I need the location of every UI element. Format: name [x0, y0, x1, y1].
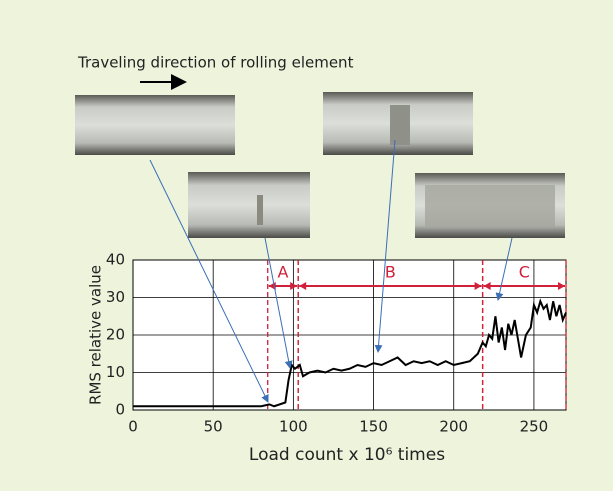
region-label: A [277, 263, 288, 282]
region-label-bg [274, 263, 291, 281]
y-tick-label: 0 [115, 401, 125, 419]
y-tick-label: 20 [106, 326, 125, 344]
region-label-bg [516, 263, 533, 281]
pointer-arrow [495, 237, 513, 301]
y-tick-label: 40 [106, 251, 125, 269]
region-label: C [519, 263, 530, 282]
photo [188, 172, 310, 238]
y-tick-label: 30 [106, 288, 125, 306]
annotation: Traveling direction of rolling element [77, 54, 354, 72]
x-axis-label: Load count x 10⁶ times [249, 445, 445, 465]
damage-mark [425, 185, 555, 227]
x-tick-label: 50 [204, 418, 223, 436]
damage-mark [257, 195, 263, 225]
x-tick-label: 100 [279, 418, 308, 436]
y-axis-label: RMS relative value [87, 265, 105, 405]
x-tick-label: 0 [128, 418, 138, 436]
x-tick-label: 150 [359, 418, 388, 436]
pointer-arrow [264, 237, 293, 369]
x-tick-label: 250 [520, 418, 549, 436]
data-line [133, 298, 567, 408]
y-tick-label: 10 [106, 363, 125, 381]
pointer-arrow [149, 159, 269, 403]
pointer-arrow [374, 139, 396, 353]
region-label-bg [382, 263, 399, 281]
photo [75, 95, 235, 155]
x-tick-label: 200 [439, 418, 468, 436]
damage-mark [390, 105, 410, 145]
region-label: B [385, 263, 396, 282]
